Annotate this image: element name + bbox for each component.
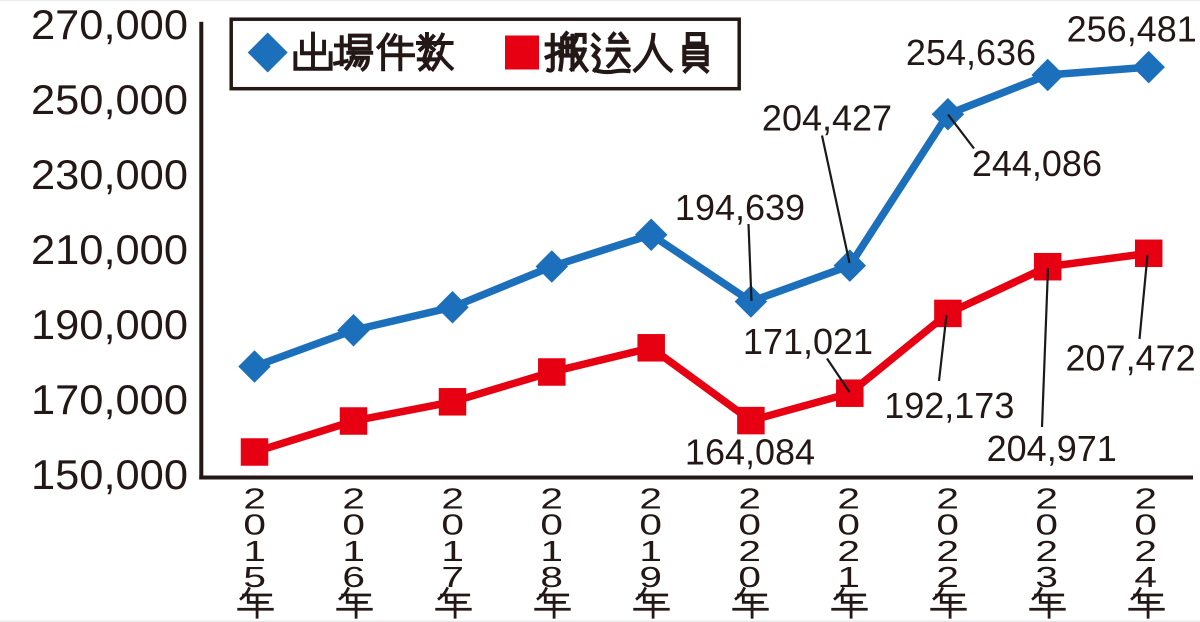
svg-text:170,000: 170,000	[31, 376, 188, 423]
svg-text:2: 2	[1134, 483, 1157, 515]
svg-text:0: 0	[342, 509, 365, 541]
svg-text:3: 3	[1035, 562, 1058, 594]
svg-text:7: 7	[441, 562, 464, 594]
svg-text:190,000: 190,000	[31, 301, 188, 348]
svg-text:2: 2	[540, 483, 563, 515]
svg-text:2: 2	[936, 483, 959, 515]
svg-text:250,000: 250,000	[31, 76, 188, 123]
svg-text:0: 0	[936, 509, 959, 541]
svg-text:2: 2	[342, 483, 365, 515]
svg-text:0: 0	[639, 509, 662, 541]
svg-text:204,427: 204,427	[762, 98, 892, 139]
svg-text:0: 0	[441, 509, 464, 541]
svg-text:210,000: 210,000	[31, 226, 188, 273]
svg-text:2: 2	[441, 483, 464, 515]
svg-text:270,000: 270,000	[31, 1, 188, 48]
svg-text:0: 0	[1035, 509, 1058, 541]
svg-text:2: 2	[837, 483, 860, 515]
svg-text:2: 2	[837, 535, 860, 567]
svg-text:204,971: 204,971	[987, 428, 1117, 469]
svg-text:2: 2	[936, 535, 959, 567]
svg-text:1: 1	[837, 562, 860, 594]
svg-text:171,021: 171,021	[743, 321, 873, 362]
svg-text:0: 0	[837, 509, 860, 541]
svg-text:9: 9	[639, 562, 662, 594]
svg-text:0: 0	[540, 509, 563, 541]
svg-text:0: 0	[738, 509, 761, 541]
svg-text:5: 5	[243, 562, 266, 594]
svg-text:207,472: 207,472	[1066, 338, 1196, 379]
svg-text:4: 4	[1134, 562, 1157, 594]
svg-text:1: 1	[342, 535, 365, 567]
svg-text:2: 2	[639, 483, 662, 515]
svg-text:244,086: 244,086	[972, 143, 1102, 184]
svg-text:2: 2	[243, 483, 266, 515]
svg-text:2: 2	[1035, 535, 1058, 567]
svg-text:1: 1	[441, 535, 464, 567]
svg-text:1: 1	[243, 535, 266, 567]
svg-text:2: 2	[936, 562, 959, 594]
svg-text:2: 2	[1134, 535, 1157, 567]
svg-text:0: 0	[738, 562, 761, 594]
svg-text:2: 2	[1035, 483, 1058, 515]
svg-text:0: 0	[1134, 509, 1157, 541]
svg-text:230,000: 230,000	[31, 151, 188, 198]
svg-text:256,481: 256,481	[1067, 9, 1197, 50]
svg-text:0: 0	[243, 509, 266, 541]
svg-text:1: 1	[639, 535, 662, 567]
svg-text:1: 1	[540, 535, 563, 567]
svg-text:2: 2	[738, 483, 761, 515]
svg-text:254,636: 254,636	[906, 32, 1036, 73]
svg-text:192,173: 192,173	[884, 385, 1014, 426]
svg-text:164,084: 164,084	[685, 432, 815, 473]
svg-text:2: 2	[738, 535, 761, 567]
svg-text:194,639: 194,639	[675, 187, 805, 228]
svg-text:8: 8	[540, 562, 563, 594]
svg-text:6: 6	[342, 562, 365, 594]
svg-text:150,000: 150,000	[31, 451, 188, 498]
